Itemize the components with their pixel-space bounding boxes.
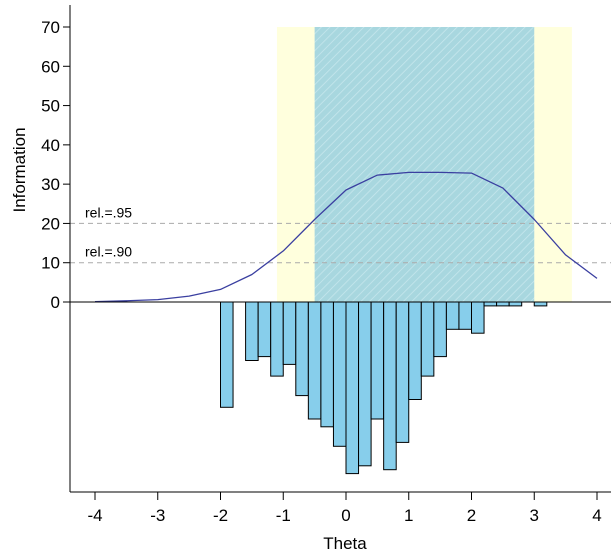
y-tick-label: 30 xyxy=(41,175,60,194)
histogram-bar xyxy=(421,302,434,376)
histogram-bar xyxy=(258,302,271,357)
x-tick-label: -1 xyxy=(276,506,291,525)
x-tick-label: -2 xyxy=(213,506,228,525)
histogram-bar xyxy=(459,302,472,329)
shaded-regions xyxy=(277,27,572,302)
histogram-bar xyxy=(283,302,296,364)
y-tick-label: 70 xyxy=(41,18,60,37)
x-tick-label: 3 xyxy=(530,506,539,525)
reliability-label-2: rel.=.90 xyxy=(85,244,132,260)
shaded-region-2 xyxy=(315,27,535,302)
x-axis-title: Theta xyxy=(323,534,367,553)
histogram-bar xyxy=(484,302,497,306)
histogram-bar xyxy=(497,302,510,306)
histogram-bar xyxy=(409,302,422,400)
x-tick-label: -4 xyxy=(87,506,102,525)
x-tick-label: 2 xyxy=(467,506,476,525)
x-tick-label: 0 xyxy=(341,506,350,525)
y-axis-title: Information xyxy=(10,127,29,212)
histogram-bar xyxy=(371,302,384,419)
histogram-bar xyxy=(321,302,334,427)
histogram-bar xyxy=(246,302,259,361)
y-tick-label: 0 xyxy=(51,293,60,312)
histogram-bar xyxy=(534,302,547,306)
x-tick-label: 4 xyxy=(592,506,601,525)
histogram-bar xyxy=(296,302,309,396)
histogram-bar xyxy=(509,302,522,306)
y-tick-label: 40 xyxy=(41,136,60,155)
y-tick-label: 10 xyxy=(41,254,60,273)
histogram-bar xyxy=(384,302,397,470)
histogram-bar xyxy=(333,302,346,446)
histogram-bar xyxy=(346,302,359,474)
histogram-bar xyxy=(221,302,234,407)
histogram-bar xyxy=(308,302,321,419)
histogram-bar xyxy=(434,302,447,357)
histogram-bar xyxy=(396,302,409,442)
x-tick-label: 1 xyxy=(404,506,413,525)
histogram-bar xyxy=(446,302,459,329)
histogram-bar xyxy=(271,302,284,376)
y-tick-label: 60 xyxy=(41,57,60,76)
histogram-bar xyxy=(472,302,485,333)
histogram-bar xyxy=(359,302,372,466)
x-tick-label: -3 xyxy=(150,506,165,525)
y-tick-label: 20 xyxy=(41,214,60,233)
y-tick-label: 50 xyxy=(41,97,60,116)
person-histogram xyxy=(221,302,547,474)
reliability-label-1: rel.=.95 xyxy=(85,204,132,220)
